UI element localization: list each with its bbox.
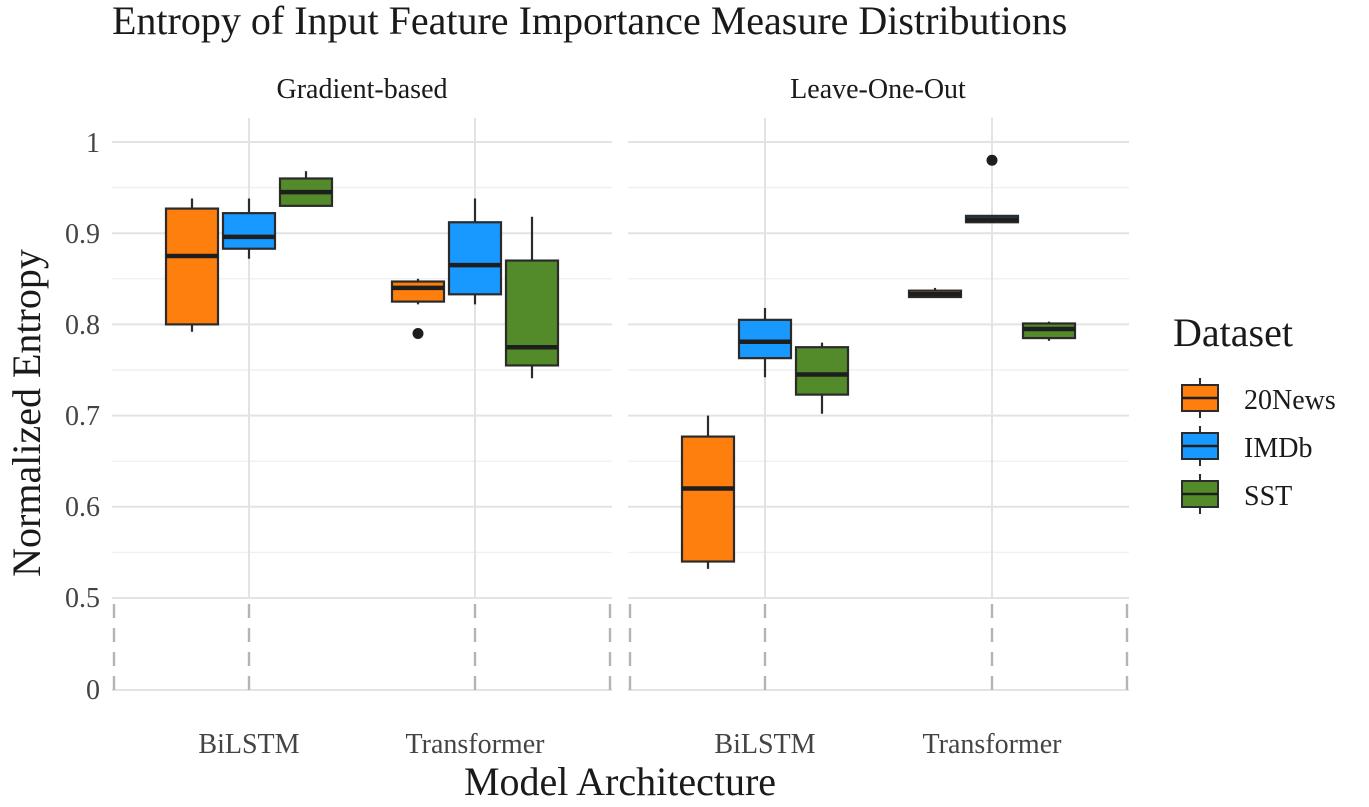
y-axis-label: Normalized Entropy <box>4 249 49 577</box>
box-body <box>221 212 277 250</box>
box-0-transformer-20news <box>390 278 446 340</box>
legend <box>1181 378 1219 514</box>
box-0-transformer-imdb <box>447 198 503 305</box>
y-tick-label-3: 0.7 <box>65 401 100 432</box>
box-body <box>737 318 793 360</box>
y-tick-label-1: 0.5 <box>65 583 100 614</box>
x-tick-label-0-transformer: Transformer <box>406 729 546 760</box>
panel-title-0: Gradient-based <box>276 74 447 105</box>
y-tick-label-6: 1 <box>86 128 100 159</box>
box-1-transformer-sst <box>1021 321 1077 341</box>
box-body <box>447 221 503 296</box>
x-tick-label-1-transformer: Transformer <box>923 729 1063 760</box>
box-body <box>164 207 220 326</box>
x-tick-label-0-bilstm: BiLSTM <box>198 729 299 760</box>
legend-label-sst: SST <box>1244 481 1292 512</box>
chart-title: Entropy of Input Feature Importance Meas… <box>112 0 1067 43</box>
box-layer <box>164 154 1077 569</box>
legend-title: Dataset <box>1173 310 1293 355</box>
box-body <box>504 259 560 367</box>
legend-label-imdb: IMDb <box>1244 433 1312 464</box>
box-1-transformer-imdb <box>964 154 1020 224</box>
x-axis-label: Model Architecture <box>464 759 776 802</box>
grid-layer <box>112 118 1129 691</box>
box-body <box>680 435 736 563</box>
y-tick-label-0: 0 <box>86 675 100 706</box>
legend-key-sst <box>1181 474 1219 514</box>
box-0-bilstm-imdb <box>221 198 277 259</box>
box-0-transformer-sst <box>504 216 560 379</box>
box-0-bilstm-20news <box>164 198 220 332</box>
box-0-bilstm-sst <box>278 171 334 207</box>
y-tick-label-4: 0.8 <box>65 310 100 341</box>
outlier-point <box>986 154 998 166</box>
y-tick-label-5: 0.9 <box>65 219 100 250</box>
panel-title-1: Leave-One-Out <box>790 74 966 105</box>
y-tick-label-2: 0.6 <box>65 492 100 523</box>
box-body <box>390 280 446 303</box>
x-tick-label-1-bilstm: BiLSTM <box>714 729 815 760</box>
box-1-bilstm-20news <box>680 415 736 569</box>
box-1-bilstm-imdb <box>737 307 793 378</box>
box-1-bilstm-sst <box>794 342 850 414</box>
box-body <box>794 346 850 396</box>
outlier-point <box>412 328 424 340</box>
box-1-transformer-20news <box>907 287 963 299</box>
legend-label-20news: 20News <box>1244 385 1336 416</box>
legend-key-imdb <box>1181 426 1219 466</box>
legend-key-20news <box>1181 378 1219 418</box>
